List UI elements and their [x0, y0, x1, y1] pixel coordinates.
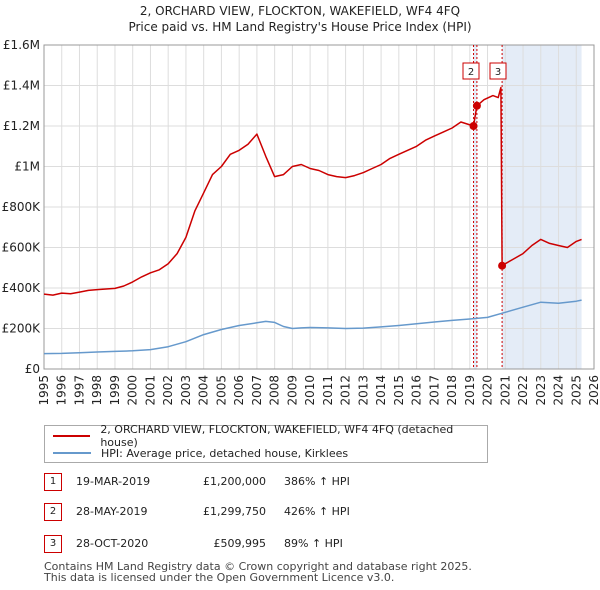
- x-tick-label: 2023: [534, 375, 548, 406]
- y-tick-label: £1.2M: [3, 119, 40, 133]
- x-tick-label: 2020: [481, 375, 495, 406]
- price-chart: £0 £200K £400K £600K £800K £1M £1.2M £1.4M £1.6M…: [2, 38, 600, 406]
- transaction-date: 28-MAY-2019: [76, 505, 148, 518]
- x-tick-label: 2010: [303, 375, 317, 406]
- footer: Contains HM Land Registry data © Crown c…: [44, 561, 472, 583]
- y-tick-label: £1M: [14, 160, 40, 174]
- legend: 2, ORCHARD VIEW, FLOCKTON, WAKEFIELD, WF…: [44, 423, 488, 463]
- x-tick-label: 2024: [552, 375, 566, 406]
- x-tick-label: 2019: [463, 375, 477, 406]
- x-tick-label: 2021: [498, 375, 512, 406]
- legend-item-hpi: HPI: Average price, detached house, Kirk…: [53, 445, 348, 461]
- legend-item-property: 2, ORCHARD VIEW, FLOCKTON, WAKEFIELD, WF…: [53, 423, 487, 449]
- x-tick-label: 2016: [410, 375, 424, 406]
- footer-licence: This data is licensed under the Open Gov…: [44, 571, 395, 584]
- transaction-date: 28-OCT-2020: [76, 537, 149, 550]
- transaction-price: £1,299,750: [203, 505, 266, 518]
- transaction-row: 1 19-MAR-2019 £1,200,000 386% ↑ HPI: [44, 473, 404, 491]
- legend-label-property: 2, ORCHARD VIEW, FLOCKTON, WAKEFIELD, WF…: [100, 423, 454, 449]
- chart-title: 2, ORCHARD VIEW, FLOCKTON, WAKEFIELD, WF…: [139, 4, 461, 18]
- sale-point: [472, 101, 481, 110]
- y-tick-label: £1.6M: [3, 38, 40, 52]
- legend-swatch-property: [53, 435, 91, 437]
- transaction-row: 3 28-OCT-2020 £509,995 89% ↑ HPI: [44, 535, 404, 553]
- x-tick-label: 2022: [516, 375, 530, 406]
- x-tick-label: 1998: [90, 375, 104, 406]
- transaction-hpi-change: 89% ↑ HPI: [284, 537, 343, 550]
- transaction-row: 2 28-MAY-2019 £1,299,750 426% ↑ HPI: [44, 503, 404, 521]
- y-tick-label: £800K: [2, 200, 42, 214]
- x-tick-label: 1995: [37, 375, 51, 406]
- x-tick-label: 2001: [143, 375, 157, 406]
- x-tick-label: 2007: [250, 375, 264, 406]
- sale-point: [498, 261, 507, 270]
- x-tick-label: 2015: [392, 375, 406, 406]
- x-tick-label: 1997: [72, 375, 86, 406]
- hpi-line: [43, 299, 582, 355]
- x-tick-label: 2018: [445, 375, 459, 406]
- x-tick-label: 2004: [197, 375, 211, 406]
- x-tick-label: 2013: [356, 375, 370, 406]
- x-tick-label: 2006: [232, 375, 246, 406]
- y-tick-label: £600K: [2, 241, 42, 255]
- y-tick-label: £0: [25, 362, 40, 376]
- x-tick-label: 2025: [569, 375, 583, 406]
- footer-copyright: Contains HM Land Registry data © Crown c…: [44, 560, 472, 573]
- plot-border: [43, 44, 595, 370]
- marker-label-box: [489, 62, 507, 80]
- x-tick-label: 2005: [214, 375, 228, 406]
- x-tick-label: 2000: [126, 375, 140, 406]
- y-tick-label: £200K: [2, 322, 42, 336]
- legend-swatch-hpi: [53, 452, 91, 454]
- legend-label-hpi: HPI: Average price, detached house, Kirk…: [101, 446, 349, 460]
- x-tick-label: 2002: [161, 375, 175, 406]
- transaction-number-badge: 1: [44, 473, 62, 491]
- chart-subtitle: Price paid vs. HM Land Registry's House …: [128, 20, 472, 34]
- x-tick-label: 2009: [285, 375, 299, 406]
- marker-label-box: [462, 62, 480, 80]
- marker-label-text: 2: [468, 67, 474, 78]
- transaction-date: 19-MAR-2019: [76, 475, 151, 488]
- y-tick-label: £400K: [2, 281, 42, 295]
- x-tick-label: 2011: [321, 375, 335, 406]
- x-tick-label: 2008: [268, 375, 282, 406]
- transaction-hpi-change: 386% ↑ HPI: [284, 475, 350, 488]
- x-tick-label: 1999: [108, 375, 122, 406]
- x-tick-label: 2014: [374, 375, 388, 406]
- transaction-number-badge: 2: [44, 503, 62, 521]
- x-tick-label: 2012: [339, 375, 353, 406]
- property-price-line: [43, 86, 582, 296]
- transaction-price: £1,200,000: [203, 475, 266, 488]
- transaction-price: £509,995: [213, 537, 267, 550]
- x-tick-label: 2017: [427, 375, 441, 406]
- marker-label-text: 3: [495, 67, 501, 78]
- y-tick-label: £1.4M: [3, 79, 40, 93]
- transaction-number-badge: 3: [44, 535, 62, 553]
- chart-title-block: 2, ORCHARD VIEW, FLOCKTON, WAKEFIELD, WF…: [0, 0, 600, 35]
- x-tick-label: 2026: [587, 375, 600, 406]
- x-tick-label: 1996: [55, 375, 69, 406]
- sale-point: [469, 122, 478, 130]
- transaction-hpi-change: 426% ↑ HPI: [284, 505, 350, 518]
- x-tick-label: 2003: [179, 375, 193, 406]
